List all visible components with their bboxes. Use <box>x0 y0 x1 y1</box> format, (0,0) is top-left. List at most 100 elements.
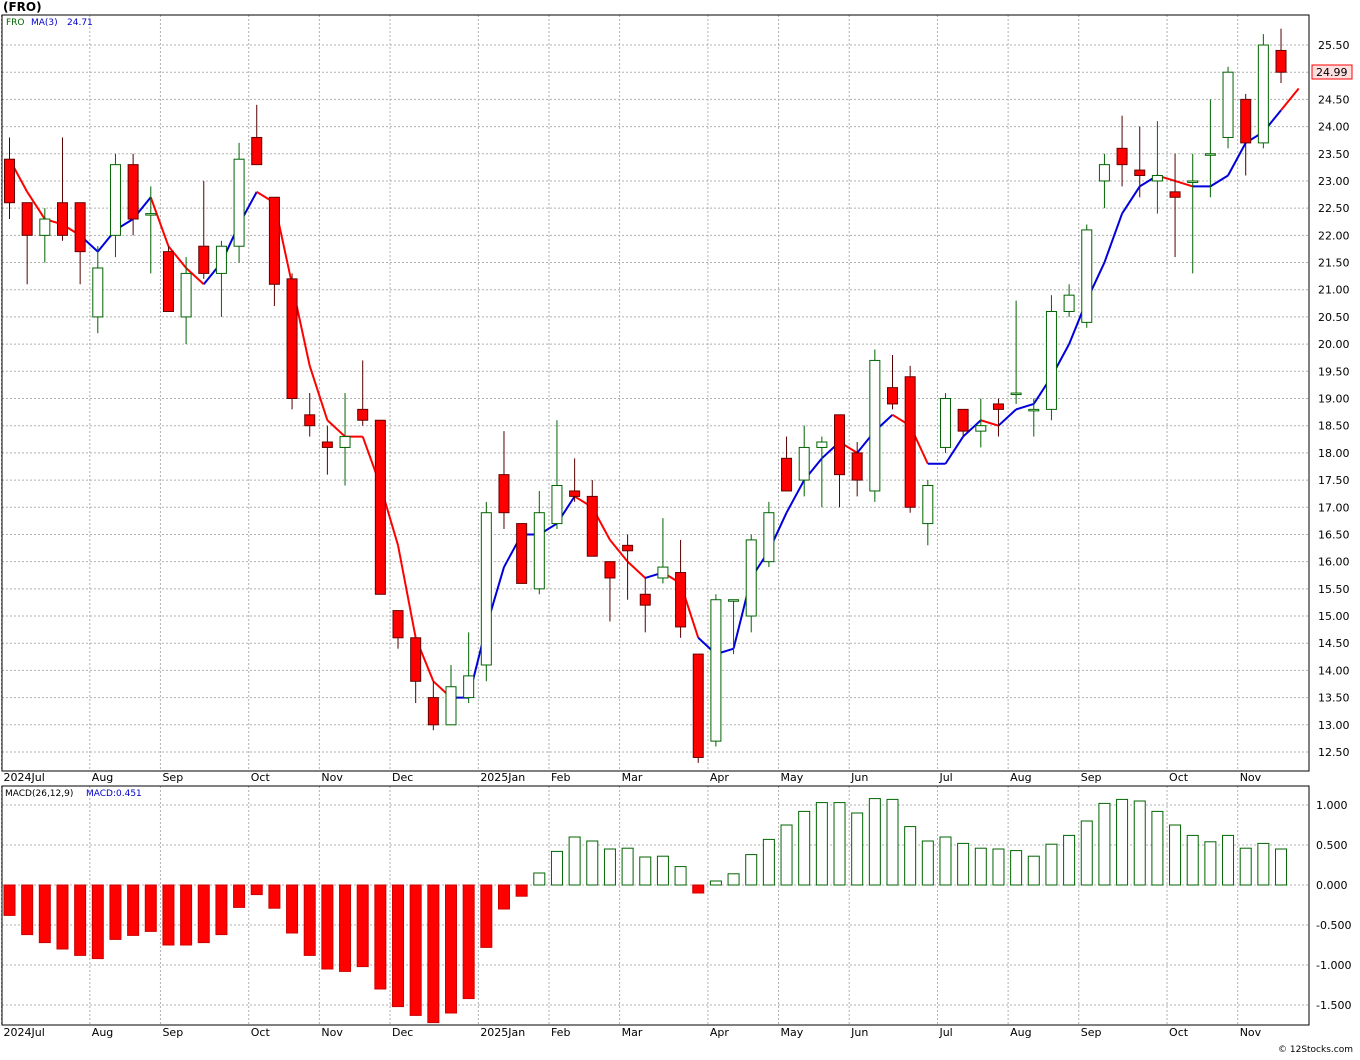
ma-segment <box>1280 87 1300 111</box>
macd-bar <box>321 884 334 970</box>
candle-body <box>1275 49 1287 73</box>
candle-body <box>604 561 616 579</box>
candle <box>1010 300 1022 404</box>
candle <box>1240 93 1252 176</box>
macd-bar <box>904 826 917 886</box>
month-label-macd: Feb <box>551 1026 570 1039</box>
candle <box>939 393 951 453</box>
candle-body <box>533 512 545 590</box>
macd-bar <box>1133 800 1146 886</box>
macd-grid <box>1 786 1309 1025</box>
candle <box>710 594 722 747</box>
macd-bar <box>268 884 281 909</box>
month-label: Aug <box>92 771 113 784</box>
candle-body <box>198 245 210 274</box>
month-label: Aug <box>1010 771 1031 784</box>
candle <box>869 349 881 502</box>
macd-value-label: MACD:0.451 <box>86 789 142 799</box>
macd-bar <box>639 856 652 886</box>
candle <box>374 419 386 595</box>
candle <box>533 490 545 595</box>
candle <box>180 257 192 345</box>
macd-bar <box>1098 802 1111 886</box>
price-tick-label: 25.50 <box>1318 39 1350 52</box>
macd-bar <box>692 884 705 894</box>
macd-bar <box>1204 841 1217 886</box>
month-label-macd: Sep <box>1081 1026 1102 1039</box>
candle <box>92 246 104 334</box>
candle-body <box>992 403 1004 410</box>
candles <box>4 28 1287 763</box>
candle <box>1063 284 1075 317</box>
price-tick-label: 16.00 <box>1318 556 1350 569</box>
candle <box>56 137 68 241</box>
candle-body <box>21 202 33 236</box>
candle-body <box>1063 294 1075 312</box>
price-tick-label: 23.50 <box>1318 148 1350 161</box>
macd-tick-label: 0.500 <box>1316 839 1348 852</box>
candle <box>816 436 828 508</box>
candle-body <box>339 436 351 448</box>
month-label: Nov <box>321 771 343 784</box>
candle-body <box>1010 392 1022 396</box>
ma-segment <box>149 196 170 247</box>
macd-bar <box>109 884 122 940</box>
month-label: Jul <box>938 771 952 784</box>
candle <box>1187 153 1199 274</box>
month-label-macd: Dec <box>392 1026 413 1039</box>
candle-body <box>710 599 722 742</box>
macd-bar <box>197 884 210 944</box>
month-label: Sep <box>162 771 183 784</box>
macd-bar <box>374 884 387 990</box>
price-tick-label: 16.50 <box>1318 528 1350 541</box>
candle <box>4 137 15 220</box>
price-tick-label: 22.00 <box>1318 229 1350 242</box>
ma-segment <box>609 539 629 563</box>
macd-bar <box>286 884 299 934</box>
candle-body <box>357 408 369 421</box>
month-label-macd: Mar <box>622 1026 643 1039</box>
price-tick-label: 15.50 <box>1318 583 1350 596</box>
macd-bar <box>250 884 263 896</box>
candle <box>975 398 987 448</box>
ma-segment <box>308 365 329 421</box>
price-tick-label: 19.50 <box>1318 365 1350 378</box>
macd-bar <box>392 884 405 1008</box>
candle-body <box>251 136 263 166</box>
ma-segment <box>1103 213 1124 263</box>
macd-bar <box>1045 843 1058 886</box>
month-label-macd: Nov <box>321 1026 343 1039</box>
candle-body <box>233 158 245 247</box>
ma-segment <box>1227 142 1247 176</box>
month-label-macd: Aug <box>92 1026 113 1039</box>
price-tick-label: 23.00 <box>1318 175 1350 188</box>
candle-body <box>109 164 121 236</box>
candle <box>268 196 280 307</box>
candle-body <box>463 675 475 699</box>
candle <box>992 398 1004 437</box>
macd-label: MACD(26,12,9) <box>5 789 73 799</box>
candle-body <box>569 490 581 497</box>
candle <box>1081 224 1093 328</box>
macd-bar <box>1080 820 1093 886</box>
candle-body <box>622 544 634 552</box>
candle <box>463 632 475 704</box>
price-tick-label: 18.50 <box>1318 420 1350 433</box>
candle-body <box>816 441 828 448</box>
candle-body <box>498 474 510 514</box>
price-tick-label: 14.50 <box>1318 637 1350 650</box>
macd-bar <box>480 884 493 948</box>
macd-tick-label: -1.500 <box>1316 999 1351 1012</box>
candle-body <box>480 512 492 666</box>
candle <box>198 180 210 279</box>
ma-segment <box>997 408 1017 427</box>
candle <box>922 480 934 546</box>
candle <box>357 360 369 426</box>
macd-bar <box>339 884 352 972</box>
candle-body <box>728 599 740 602</box>
macd-bar <box>215 884 228 936</box>
candle-body <box>869 359 881 492</box>
axes: 12.50 13.00 13.50 14.00 14.50 15.00 15.50 16.00… <box>4 39 1352 1039</box>
macd-tick-label: -0.500 <box>1316 919 1351 932</box>
candle-body <box>1222 71 1234 138</box>
